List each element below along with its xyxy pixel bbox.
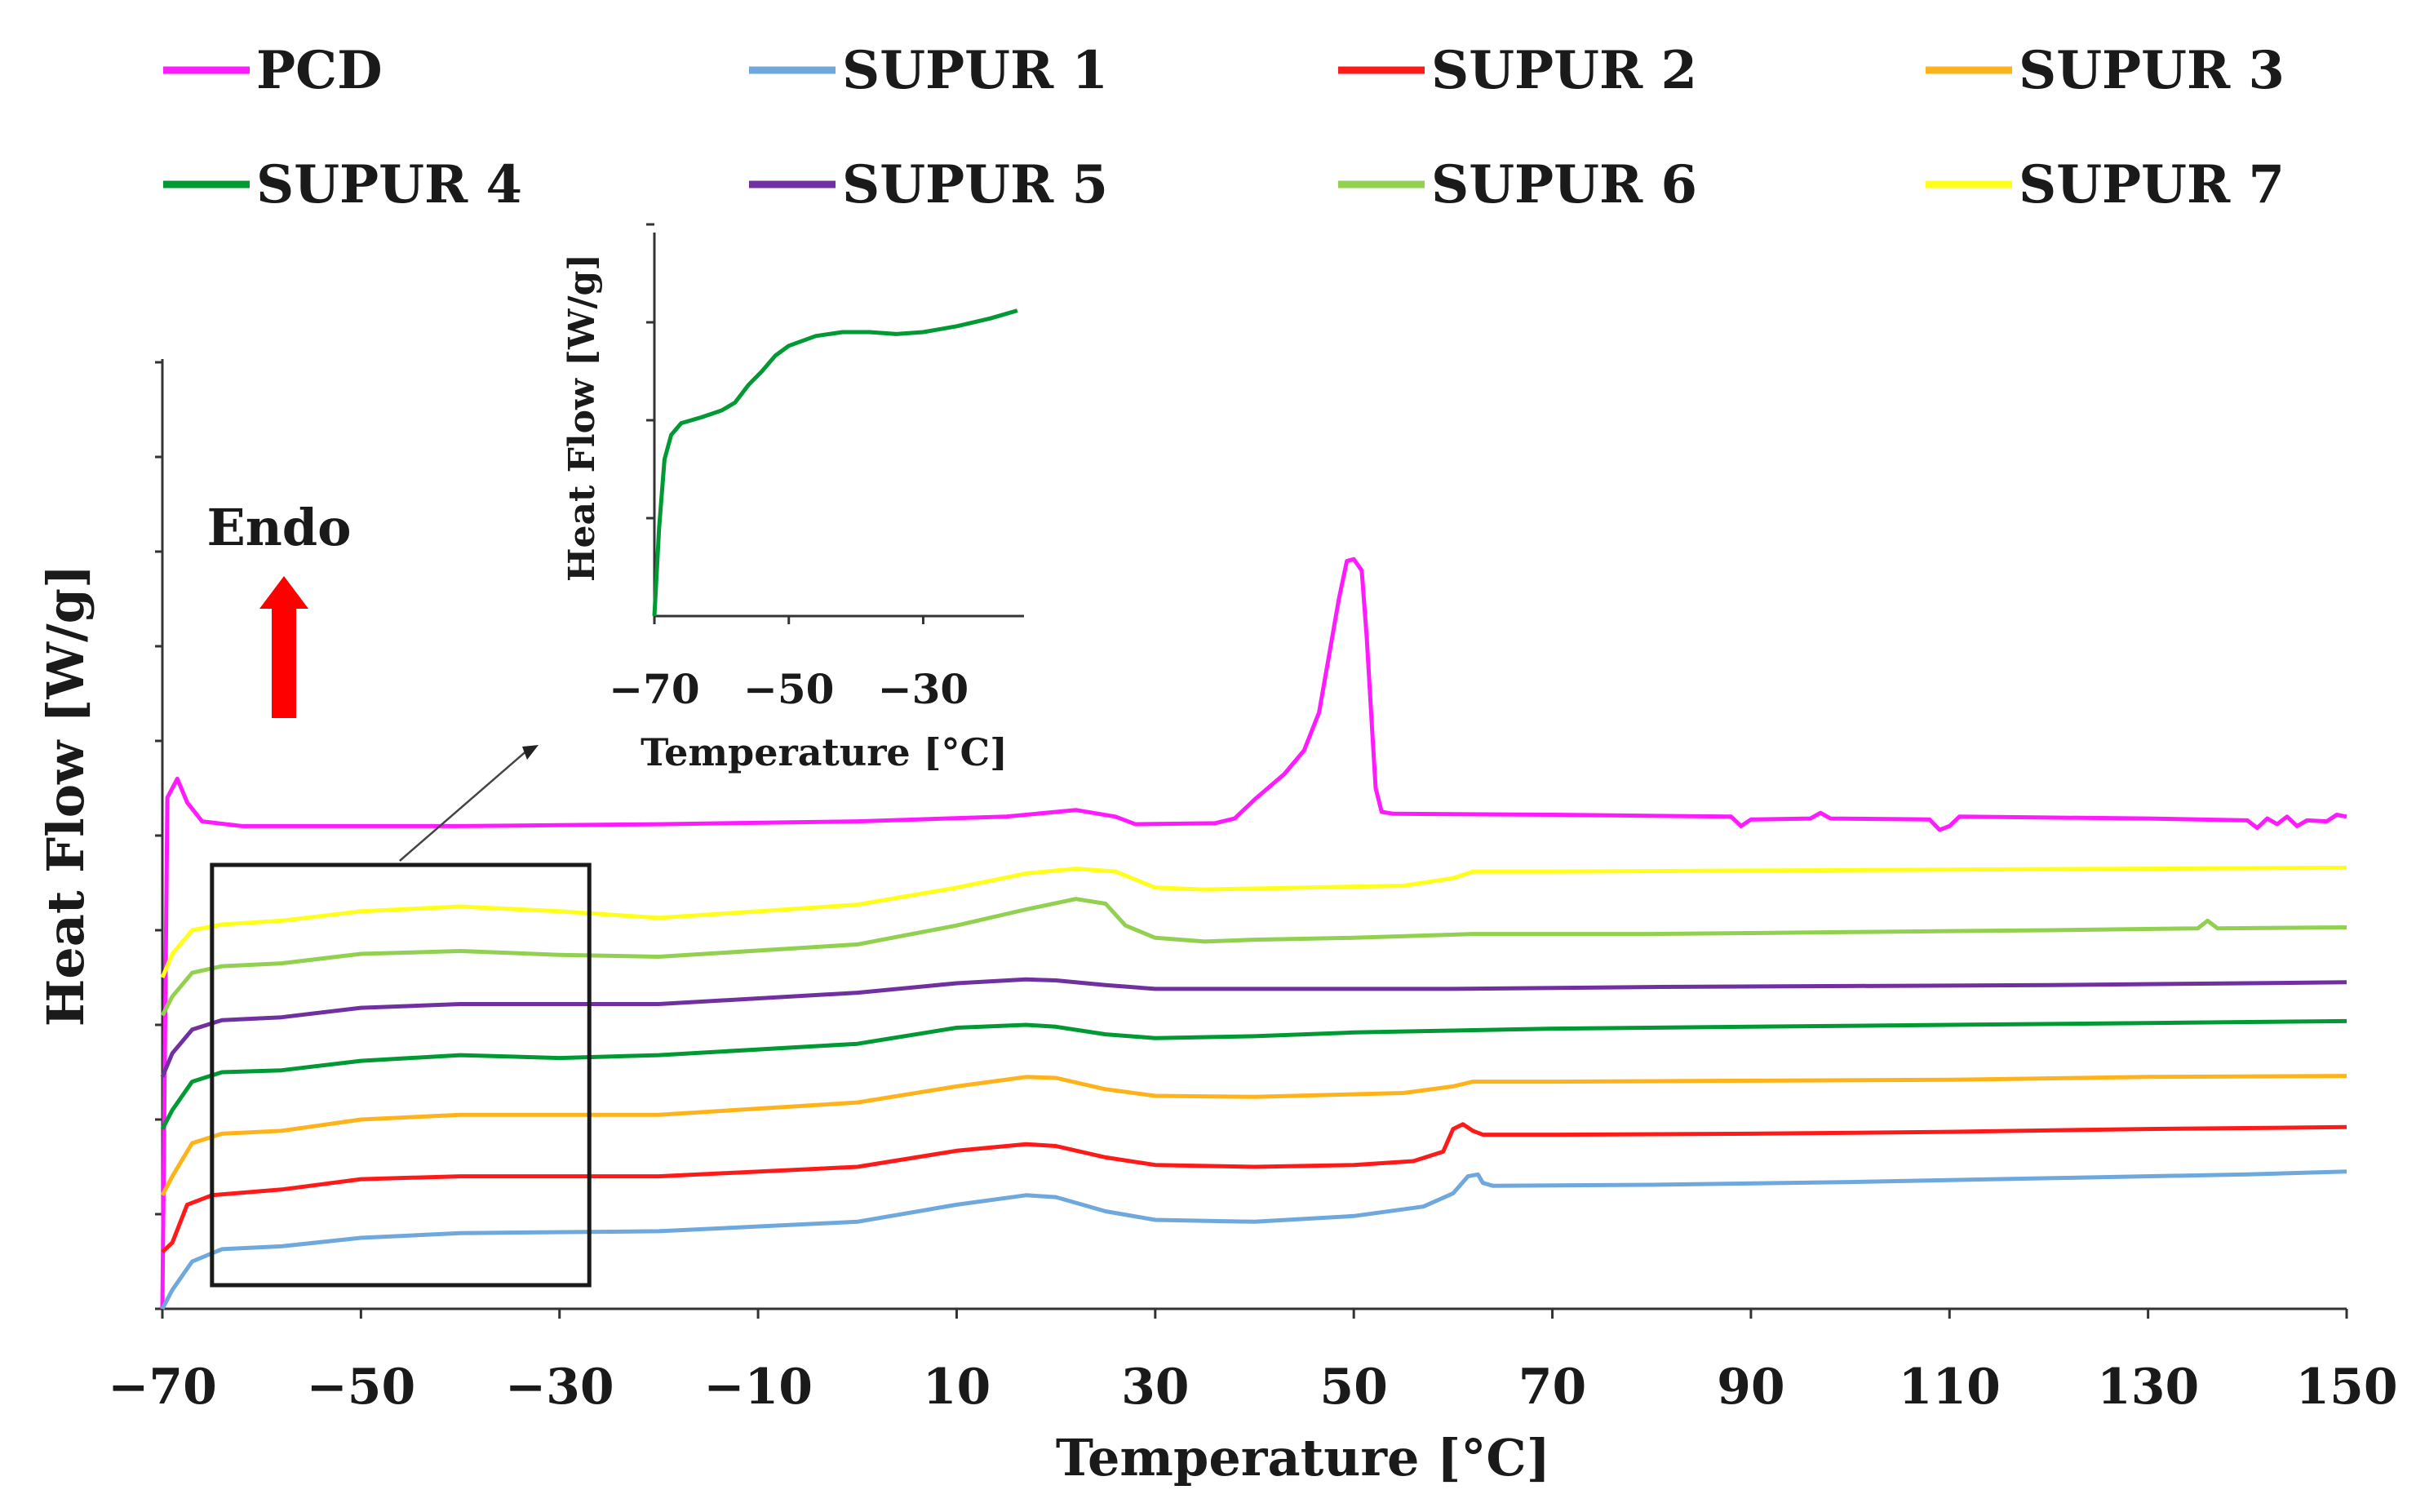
legend-label: SUPUR 3 — [2019, 40, 2285, 101]
inset-x-axis-label: Temperature [°C] — [641, 730, 1008, 774]
x-tick-label: 30 — [1121, 1359, 1190, 1416]
inset-x-tick-label: −30 — [878, 665, 969, 713]
inset-y-axis-label: Heat Flow [W/g] — [561, 254, 603, 582]
x-tick-label: 10 — [923, 1359, 991, 1416]
x-axis-label: Temperature [°C] — [1056, 1428, 1550, 1488]
x-tick-label: 90 — [1717, 1359, 1785, 1416]
x-tick-label: −70 — [108, 1359, 217, 1416]
series-lines — [160, 556, 2347, 1310]
legend-label: PCD — [256, 40, 383, 101]
inset-chart: −70 −50 −30 Temperature [°C] Heat Flow [W/… — [561, 223, 1024, 774]
inset-x-tick-label: −50 — [743, 665, 834, 713]
series-line-supur-7 — [160, 865, 2347, 978]
main-axes: −70 −50 −30 −10 10 30 50 70 90 110 130 150 Temperat… — [36, 359, 2398, 1488]
x-tick-label: −50 — [306, 1359, 415, 1416]
series-line-supur-2 — [161, 1122, 2347, 1254]
legend-label: SUPUR 7 — [2019, 154, 2285, 215]
series-line-pcd — [160, 556, 2347, 1310]
series-line-supur-6 — [160, 897, 2347, 1017]
x-tick-label: −10 — [703, 1359, 813, 1416]
legend-label: SUPUR 6 — [1431, 154, 1697, 215]
x-ticks: −70 −50 −30 −10 10 30 50 70 90 110 130 150 — [108, 1309, 2398, 1416]
x-tick-label: 130 — [2097, 1359, 2199, 1416]
legend: PCD SUPUR 1 SUPUR 2 SUPUR 3 SUPUR 4 SUPUR 5 SU… — [163, 40, 2285, 215]
zoom-arrow-head — [522, 745, 539, 760]
y-axis-label: Heat Flow [W/g] — [36, 565, 95, 1027]
inset-y-ticks — [646, 223, 654, 520]
inset-x-tick-label: −70 — [609, 665, 699, 713]
x-tick-label: 50 — [1319, 1359, 1388, 1416]
x-tick-label: 70 — [1518, 1359, 1587, 1416]
endo-annotation: Endo — [206, 498, 352, 718]
legend-label: SUPUR 2 — [1431, 40, 1697, 101]
endo-arrow-icon — [259, 576, 308, 718]
series-line-supur-4 — [160, 1018, 2347, 1130]
x-tick-label: 110 — [1899, 1359, 2001, 1416]
zoom-arrow-line — [399, 748, 530, 862]
series-line-supur-3 — [160, 1074, 2347, 1196]
inset-line-group — [652, 308, 1018, 617]
inset-series-line — [652, 308, 1018, 617]
legend-label: SUPUR 5 — [842, 154, 1108, 215]
legend-label: SUPUR 4 — [256, 154, 522, 215]
inset-x-ticks: −70 −50 −30 — [609, 616, 969, 713]
x-tick-label: −30 — [505, 1359, 614, 1416]
x-tick-label: 150 — [2295, 1359, 2397, 1416]
endo-label: Endo — [206, 498, 351, 557]
selection-box — [210, 862, 592, 1288]
series-line-supur-1 — [160, 1169, 2347, 1310]
series-line-supur-5 — [160, 977, 2347, 1078]
legend-label: SUPUR 1 — [842, 40, 1108, 101]
